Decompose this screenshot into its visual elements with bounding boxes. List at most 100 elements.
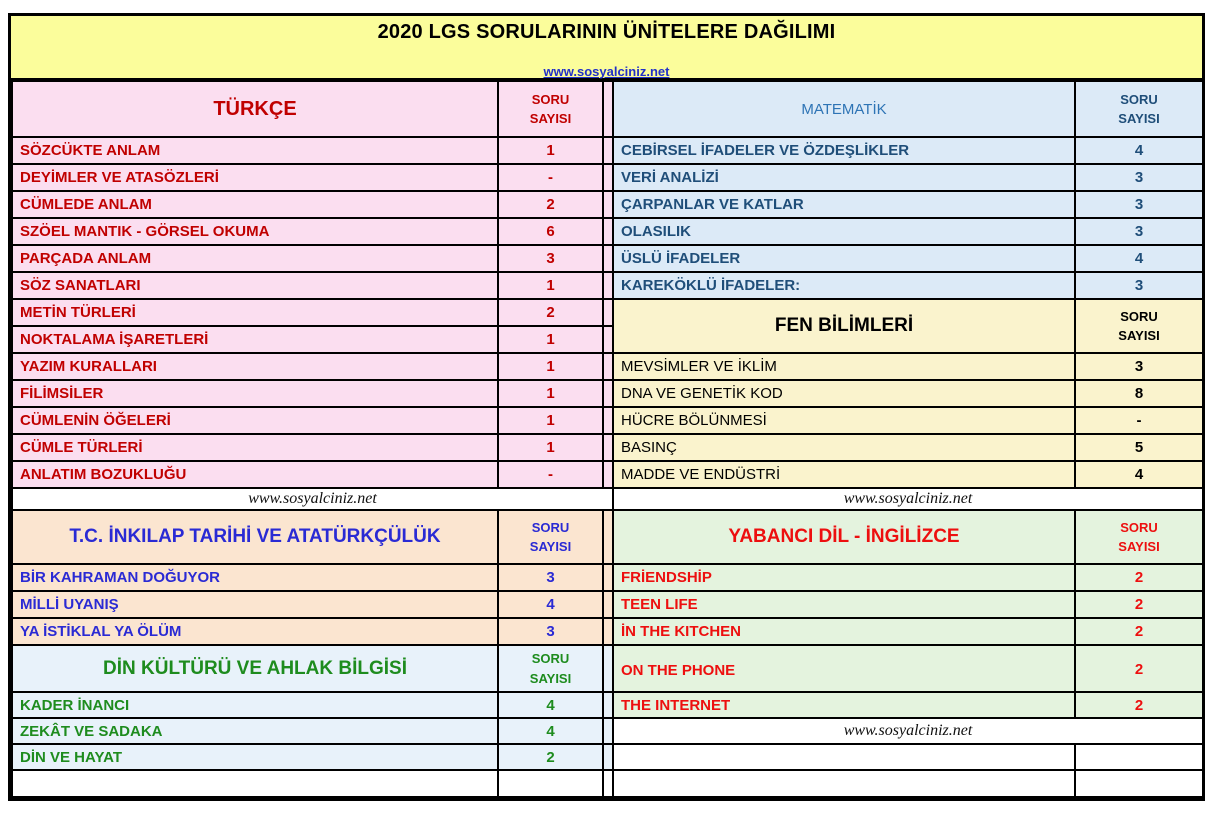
yabanci-row-value: 2 <box>1074 691 1204 719</box>
sayisi-label: SAYISI <box>529 670 572 686</box>
spacer-cell <box>602 190 614 219</box>
empty-cell <box>612 743 1076 771</box>
website-link[interactable]: www.sosyalciniz.net <box>543 64 670 79</box>
spacer-cell <box>602 590 614 619</box>
turkce-row-label: CÜMLEDE ANLAM <box>11 190 499 219</box>
din-section-header: DİN KÜLTÜRÜ VE AHLAK BİLGİSİ <box>11 644 499 693</box>
soru-label: SORU <box>531 519 570 535</box>
empty-cell <box>1074 743 1204 771</box>
turkce-row-value: 1 <box>497 406 604 435</box>
turkce-row-value: 1 <box>497 379 604 408</box>
watermark-left: www.sosyalciniz.net <box>11 487 614 511</box>
inkilap-row-label: BİR KAHRAMAN DOĞUYOR <box>11 563 499 592</box>
fen-row-label: BASINÇ <box>612 433 1076 462</box>
turkce-row-value: 2 <box>497 298 604 327</box>
turkce-row-value: 1 <box>497 271 604 300</box>
fen-row-value: 4 <box>1074 460 1204 489</box>
fen-row-label: HÜCRE BÖLÜNMESİ <box>612 406 1076 435</box>
matematik-row-label: VERİ ANALİZİ <box>612 163 1076 192</box>
yabanci-row-value: 2 <box>1074 644 1204 693</box>
fen-section-header: FEN BİLİMLERİ <box>612 298 1076 354</box>
yabanci-section-header: YABANCI DİL - İNGİLİZCE <box>612 509 1076 565</box>
empty-cell <box>612 769 1076 798</box>
turkce-row-label: PARÇADA ANLAM <box>11 244 499 273</box>
din-soru-sayisi-header: SORU SAYISI <box>497 644 604 693</box>
fen-row-label: DNA VE GENETİK KOD <box>612 379 1076 408</box>
turkce-row-label: METİN TÜRLERİ <box>11 298 499 327</box>
sayisi-label: SAYISI <box>1118 539 1160 554</box>
turkce-row-label: SÖZCÜKTE ANLAM <box>11 136 499 165</box>
turkce-row-label: NOKTALAMA İŞARETLERİ <box>11 325 499 354</box>
spacer-cell <box>602 460 614 489</box>
turkce-row-label: SZÖEL MANTIK - GÖRSEL OKUMA <box>11 217 499 246</box>
turkce-soru-sayisi-header: SORU SAYISI <box>497 80 604 138</box>
turkce-section-header: TÜRKÇE <box>11 80 499 138</box>
turkce-row-value: 6 <box>497 217 604 246</box>
spacer-cell <box>602 743 614 771</box>
matematik-row-value: 4 <box>1074 136 1204 165</box>
spacer-cell <box>602 352 614 381</box>
sayisi-label: SAYISI <box>1118 328 1160 343</box>
inkilap-row-value: 4 <box>497 590 604 619</box>
din-row-value: 2 <box>497 743 604 771</box>
matematik-section-header: MATEMATİK <box>612 80 1076 138</box>
matematik-row-label: CEBİRSEL İFADELER VE ÖZDEŞLİKLER <box>612 136 1076 165</box>
spacer-cell <box>602 244 614 273</box>
spacer-cell <box>602 271 614 300</box>
spacer-cell <box>602 379 614 408</box>
yabanci-row-label: ON THE PHONE <box>612 644 1076 693</box>
matematik-row-label: ÜSLÜ İFADELER <box>612 244 1076 273</box>
fen-row-value: - <box>1074 406 1204 435</box>
fen-soru-sayisi-header: SORU SAYISI <box>1074 298 1204 354</box>
lgs-distribution-table: 2020 LGS SORULARININ ÜNİTELERE DAĞILIMI … <box>8 13 1205 801</box>
turkce-row-value: 3 <box>497 244 604 273</box>
spacer-cell <box>602 80 614 138</box>
turkce-row-label: CÜMLENİN ÖĞELERİ <box>11 406 499 435</box>
inkilap-row-label: YA İSTİKLAL YA ÖLÜM <box>11 617 499 646</box>
fen-row-value: 5 <box>1074 433 1204 462</box>
inkilap-section-header: T.C. İNKILAP TARİHİ VE ATATÜRKÇÜLÜK <box>11 509 499 565</box>
yabanci-row-label: THE INTERNET <box>612 691 1076 719</box>
sayisi-label: SAYISI <box>529 539 572 554</box>
turkce-row-value: 1 <box>497 136 604 165</box>
sayisi-label: SAYISI <box>1118 111 1160 126</box>
matematik-row-value: 4 <box>1074 244 1204 273</box>
spacer-cell <box>602 617 614 646</box>
spacer-cell <box>602 644 614 693</box>
empty-cell <box>1074 769 1204 798</box>
soru-label: SORU <box>1120 91 1158 107</box>
turkce-row-label: SÖZ SANATLARI <box>11 271 499 300</box>
spacer-cell <box>602 217 614 246</box>
matematik-row-value: 3 <box>1074 163 1204 192</box>
sayisi-label: SAYISI <box>529 111 572 126</box>
turkce-row-label: YAZIM KURALLARI <box>11 352 499 381</box>
turkce-row-value: - <box>497 163 604 192</box>
turkce-row-value: - <box>497 460 604 489</box>
fen-row-value: 3 <box>1074 352 1204 381</box>
matematik-row-label: ÇARPANLAR VE KATLAR <box>612 190 1076 219</box>
turkce-row-value: 1 <box>497 325 604 354</box>
matematik-row-label: OLASILIK <box>612 217 1076 246</box>
empty-cell <box>497 769 604 798</box>
turkce-row-label: DEYİMLER VE ATASÖZLERİ <box>11 163 499 192</box>
inkilap-soru-sayisi-header: SORU SAYISI <box>497 509 604 565</box>
watermark-right: www.sosyalciniz.net <box>612 487 1204 511</box>
inkilap-row-label: MİLLİ UYANIŞ <box>11 590 499 619</box>
soru-label: SORU <box>1120 308 1158 324</box>
spacer-cell <box>602 691 614 719</box>
spacer-cell <box>602 509 614 565</box>
spacer-cell <box>602 406 614 435</box>
turkce-row-label: ANLATIM BOZUKLUĞU <box>11 460 499 489</box>
matematik-row-label: KAREKÖKLÜ İFADELER: <box>612 271 1076 300</box>
spacer-cell <box>602 325 614 354</box>
fen-row-label: MEVSİMLER VE İKLİM <box>612 352 1076 381</box>
matematik-row-value: 3 <box>1074 190 1204 219</box>
yabanci-row-label: İN THE KITCHEN <box>612 617 1076 646</box>
soru-label: SORU <box>531 651 570 666</box>
matematik-row-value: 3 <box>1074 271 1204 300</box>
watermark-bottom: www.sosyalciniz.net <box>612 717 1204 745</box>
yabanci-row-label: FRİENDSHİP <box>612 563 1076 592</box>
soru-label: SORU <box>1120 519 1158 535</box>
spacer-cell <box>602 433 614 462</box>
fen-row-value: 8 <box>1074 379 1204 408</box>
